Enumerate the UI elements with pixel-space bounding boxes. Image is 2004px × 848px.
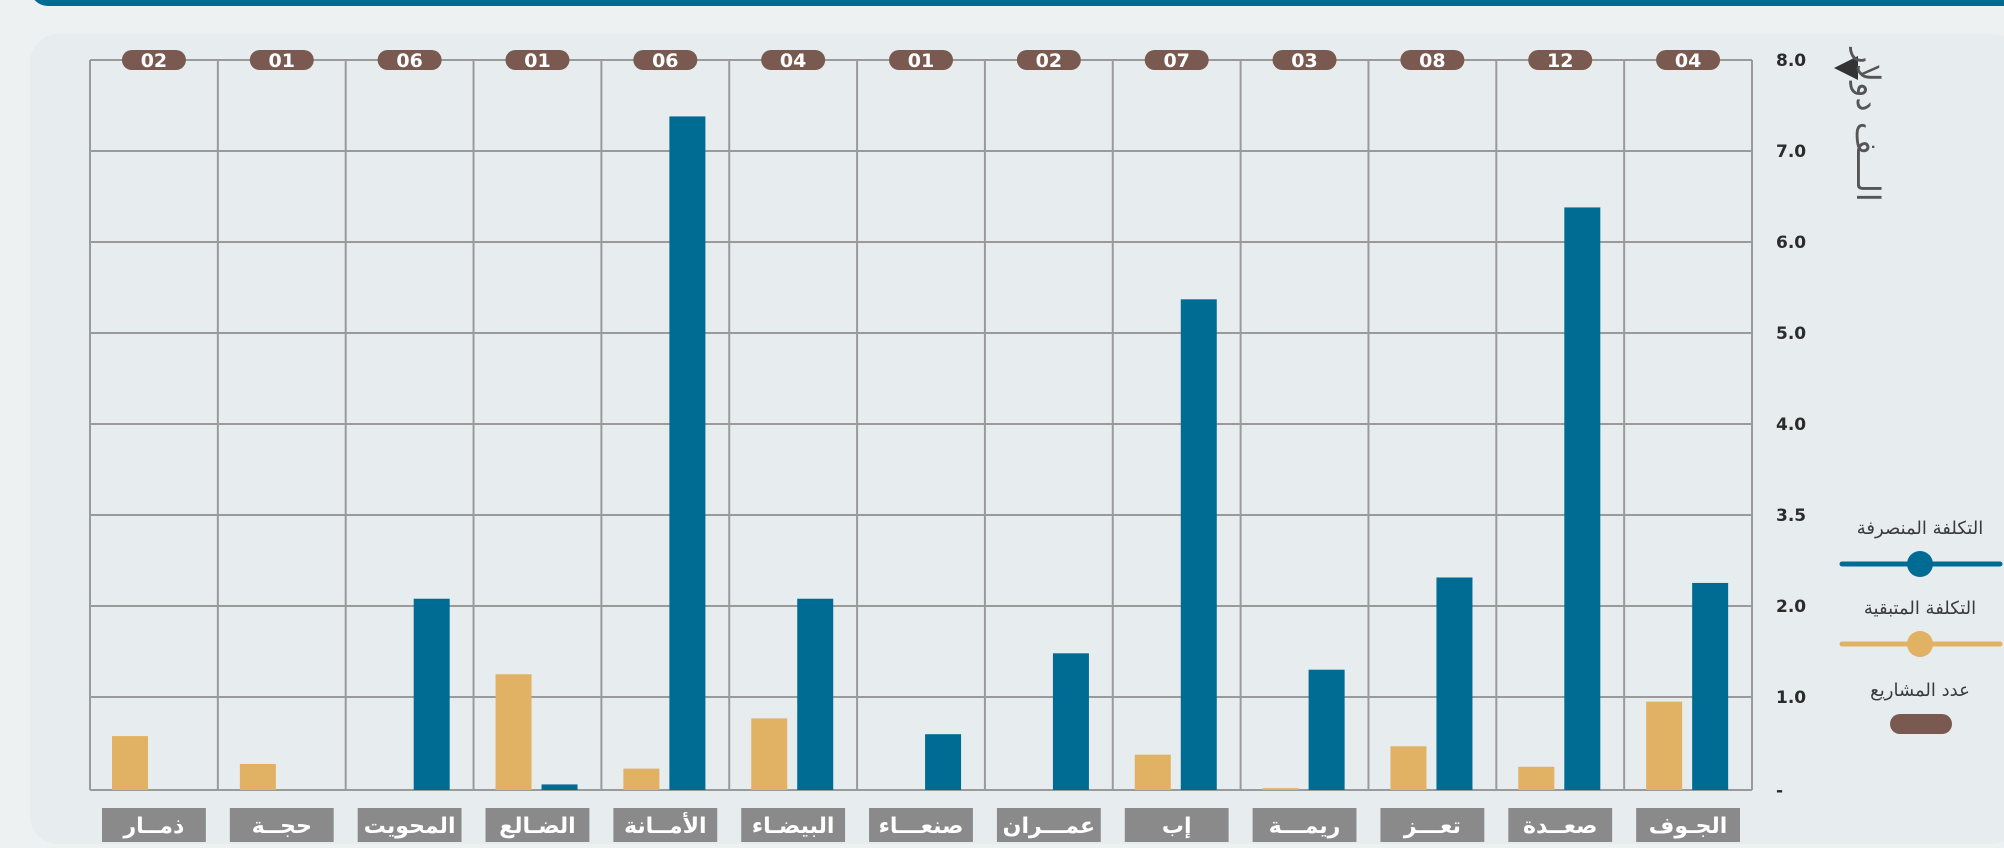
- legend-label: التكلفة المتبقية: [1864, 598, 1976, 619]
- category-label: البيضـاء: [752, 814, 834, 839]
- header-bar: [30, 0, 2004, 6]
- project-count-pill: [377, 50, 442, 70]
- y-tick-label: 5.0: [1776, 324, 1806, 344]
- y-axis-label: الـــف دولار: [1849, 46, 1887, 201]
- y-tick-label: 2.0: [1776, 597, 1806, 617]
- project-count-pill: [1144, 50, 1209, 70]
- bar-remaining-cost: [112, 736, 148, 790]
- bar-spent-cost: [669, 116, 706, 791]
- legend-label: التكلفة المنصرفة: [1857, 518, 1983, 539]
- arrow-left-icon: [1834, 56, 1858, 80]
- category-label-box: [1380, 808, 1485, 842]
- bar-remaining-cost: [1390, 746, 1427, 790]
- bar-remaining-cost: [623, 768, 660, 790]
- y-tick-label: 8.0: [1776, 51, 1806, 71]
- project-count-label: 04: [1675, 50, 1701, 72]
- legend-label: عدد المشاريع: [1870, 680, 1970, 701]
- y-tick-label: 3.5: [1776, 506, 1806, 526]
- y-tick-label: 4.0: [1776, 415, 1806, 435]
- category-label-box: [357, 808, 462, 842]
- project-count-pill: [1016, 50, 1081, 70]
- category-label-box: [869, 808, 973, 842]
- bar-remaining-cost: [1262, 788, 1299, 790]
- project-count-label: 01: [269, 50, 295, 72]
- category-label-box: [996, 808, 1101, 842]
- project-count-label: 01: [524, 50, 550, 72]
- category-label-box: [741, 808, 846, 842]
- bar-remaining-cost: [495, 674, 532, 790]
- y-tick-label: 6.0: [1776, 233, 1806, 253]
- project-count-pill: [633, 50, 698, 70]
- category-label-box: [485, 808, 590, 842]
- bar-remaining-cost: [1646, 701, 1683, 790]
- project-count-label: 01: [908, 50, 934, 72]
- y-axis: 8.0 7.0 6.0 5.0 4.0 3.5 2.0 1.0 -: [1776, 51, 1806, 801]
- y-tick-label: 1.0: [1776, 688, 1806, 708]
- category-label-box: [1124, 808, 1229, 842]
- project-count-label: 08: [1419, 50, 1445, 72]
- category-label-box: [1636, 808, 1740, 842]
- bar-spent-cost: [1308, 669, 1345, 790]
- category-label: المحويت: [364, 814, 456, 839]
- project-count-label: 06: [396, 50, 422, 72]
- bar-spent-cost: [541, 784, 578, 790]
- project-count-label: 03: [1291, 50, 1317, 72]
- category-label: الجـوف: [1649, 814, 1728, 839]
- category-label-box: [102, 808, 206, 842]
- category-label-box: [229, 808, 334, 842]
- project-count-label: 02: [1036, 50, 1062, 72]
- category-label: حجــة: [252, 814, 312, 839]
- category-label: ذمــار: [122, 814, 184, 839]
- project-count-label: 06: [652, 50, 678, 72]
- grid-layer: [89, 59, 1753, 791]
- project-count-pill: [1528, 50, 1593, 70]
- bar-spent-cost: [1564, 207, 1601, 791]
- y-tick-label: 7.0: [1776, 142, 1806, 162]
- project-count-label: 02: [141, 50, 167, 72]
- bar-spent-cost: [1436, 577, 1473, 790]
- category-label: الأمــانة: [624, 811, 706, 839]
- project-count-pill: [1656, 50, 1721, 70]
- category-label: صعــدة: [1523, 814, 1597, 839]
- project-count-labels: 04 12 08 03 07 02 01 04 06 01 06 01 02: [121, 50, 1721, 72]
- category-label: الضـالع: [499, 814, 576, 839]
- project-count-pill: [761, 50, 826, 70]
- bar-spent-cost: [1692, 582, 1729, 790]
- project-count-pill: [249, 50, 314, 70]
- project-count-pill: [505, 50, 570, 70]
- project-count-label: 04: [780, 50, 806, 72]
- category-label: عمـــران: [1003, 814, 1095, 839]
- legend: التكلفة المنصرفة التكلفة المتبقية عدد المش…: [1839, 518, 2003, 734]
- project-count-pill: [121, 50, 186, 70]
- legend-marker: [1907, 631, 1933, 657]
- project-count-pill: [1400, 50, 1465, 70]
- category-label-box: [613, 808, 718, 842]
- legend-marker: [1907, 551, 1933, 577]
- category-label: صنعـــاء: [879, 814, 964, 839]
- y-axis-title: الـــف دولار: [1834, 46, 1887, 202]
- bars-layer: [112, 116, 1729, 791]
- category-labels: الجـوف صعــدة تعـــز ريمـــة إب عمـــران صنعــ…: [102, 808, 1740, 842]
- bar-spent-cost: [1180, 299, 1217, 790]
- category-label-box: [1508, 808, 1613, 842]
- project-count-label: 12: [1547, 50, 1573, 72]
- bar-remaining-cost: [239, 763, 276, 790]
- category-label: تعـــز: [1403, 814, 1461, 839]
- project-count-label: 07: [1163, 50, 1189, 72]
- category-label-box: [1252, 808, 1357, 842]
- legend-pill: [1890, 714, 1952, 734]
- bar-spent-cost: [413, 598, 450, 790]
- bar-spent-cost: [797, 598, 834, 790]
- bar-remaining-cost: [1518, 766, 1555, 790]
- bar-spent-cost: [925, 734, 962, 790]
- project-count-pill: [1272, 50, 1337, 70]
- y-tick-label: -: [1776, 781, 1783, 801]
- bar-remaining-cost: [1134, 754, 1171, 790]
- category-label: إب: [1162, 814, 1192, 839]
- project-count-pill: [889, 50, 953, 70]
- bar-remaining-cost: [751, 718, 788, 790]
- category-label: ريمـــة: [1269, 814, 1341, 839]
- bar-spent-cost: [1052, 653, 1089, 790]
